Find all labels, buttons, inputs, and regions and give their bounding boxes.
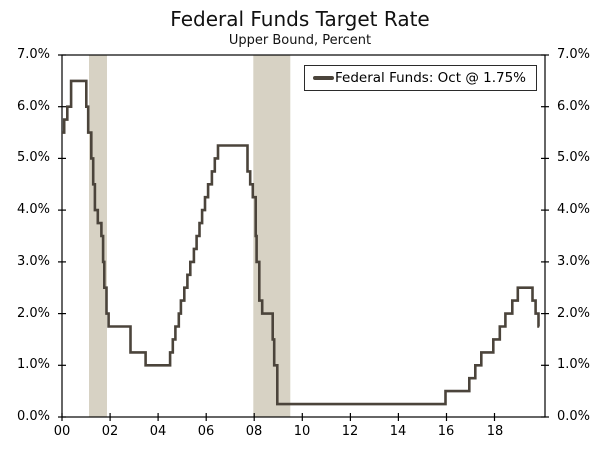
x-tick-label: 18 [486, 424, 504, 439]
chart-title: Federal Funds Target Rate [170, 7, 430, 31]
fed-funds-line [62, 79, 540, 406]
x-tick-label: 04 [149, 424, 167, 439]
y-tick-label: 2.0% [557, 306, 591, 321]
x-tick-label: 02 [101, 424, 119, 439]
y-tick-label: 6.0% [16, 99, 50, 114]
chart-subtitle: Upper Bound, Percent [228, 33, 372, 48]
x-tick-label: 16 [437, 424, 455, 439]
plot-frame [61, 54, 546, 418]
y-tick-label: 5.0% [557, 150, 591, 165]
y-tick-label: 6.0% [557, 99, 591, 114]
x-tick-label: 00 [53, 424, 71, 439]
y-tick-label: 2.0% [16, 306, 50, 321]
axis-ticks [58, 54, 549, 421]
x-tick-label: 06 [197, 424, 215, 439]
legend-label: Federal Funds: Oct @ 1.75% [335, 70, 526, 86]
y-tick-label: 3.0% [557, 254, 591, 269]
y-tick-label: 4.0% [557, 202, 591, 217]
y-tick-label: 7.0% [16, 47, 50, 62]
legend-line-marker [313, 76, 335, 80]
x-tick-label: 10 [293, 424, 311, 439]
x-tick-label: 08 [245, 424, 263, 439]
x-tick-label: 12 [341, 424, 359, 439]
y-tick-label: 1.0% [557, 357, 591, 372]
y-tick-label: 0.0% [557, 409, 591, 424]
x-tick-label: 14 [389, 424, 407, 439]
y-tick-label: 3.0% [16, 254, 50, 269]
y-tick-label: 1.0% [16, 357, 50, 372]
y-tick-label: 7.0% [557, 47, 591, 62]
y-tick-label: 4.0% [16, 202, 50, 217]
y-tick-label: 0.0% [16, 409, 50, 424]
recession-bands [89, 55, 291, 417]
y-tick-label: 5.0% [16, 150, 50, 165]
legend-box: Federal Funds: Oct @ 1.75% [304, 65, 537, 91]
